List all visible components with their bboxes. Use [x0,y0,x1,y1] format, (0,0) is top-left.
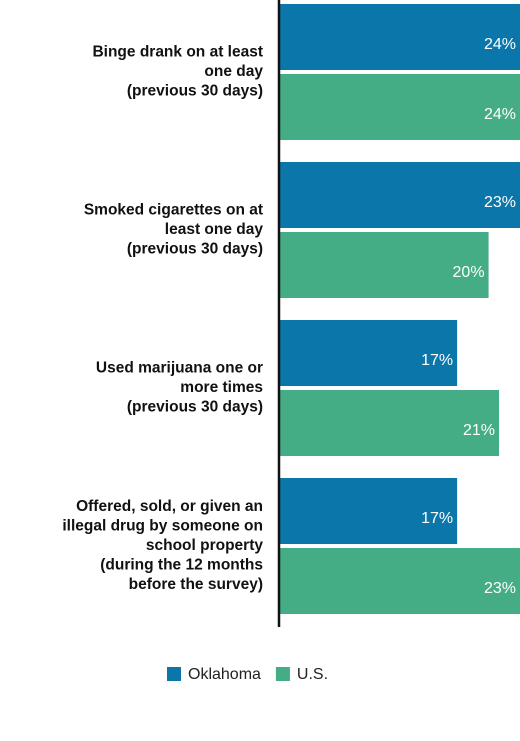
value-label: 23% [484,194,516,211]
category-label: school property [146,537,264,554]
value-label: 17% [421,352,453,369]
legend-label: U.S. [297,666,328,683]
value-label: 21% [463,422,495,439]
bar [279,548,520,614]
value-label: 17% [421,510,453,527]
bar [279,4,520,70]
bar [279,478,458,544]
category-label: least one day [165,221,264,238]
category-label: more times [180,379,263,396]
category-label: (previous 30 days) [127,83,263,100]
bar [279,320,458,386]
bar [279,232,489,298]
bar [279,390,500,456]
bar [279,74,520,140]
value-label: 24% [484,106,516,123]
category-label: Offered, sold, or given an [76,498,263,515]
legend-swatch [275,667,290,681]
category-label: illegal drug by someone on [62,518,263,535]
category-label: (previous 30 days) [127,399,263,416]
category-label: (during the 12 months [100,557,263,574]
value-label: 20% [453,264,485,281]
legend-swatch [167,667,181,681]
legend-label: Oklahoma [188,666,261,683]
category-label: one day [204,63,263,80]
category-label: Binge drank on at least [92,44,263,61]
category-label: Smoked cigarettes on at [84,202,263,219]
category-label: before the survey) [129,576,263,593]
bar [279,162,520,228]
category-label: (previous 30 days) [127,241,263,258]
value-label: 23% [484,580,516,597]
category-label: Used marijuana one or [96,360,263,377]
value-label: 24% [484,36,516,53]
